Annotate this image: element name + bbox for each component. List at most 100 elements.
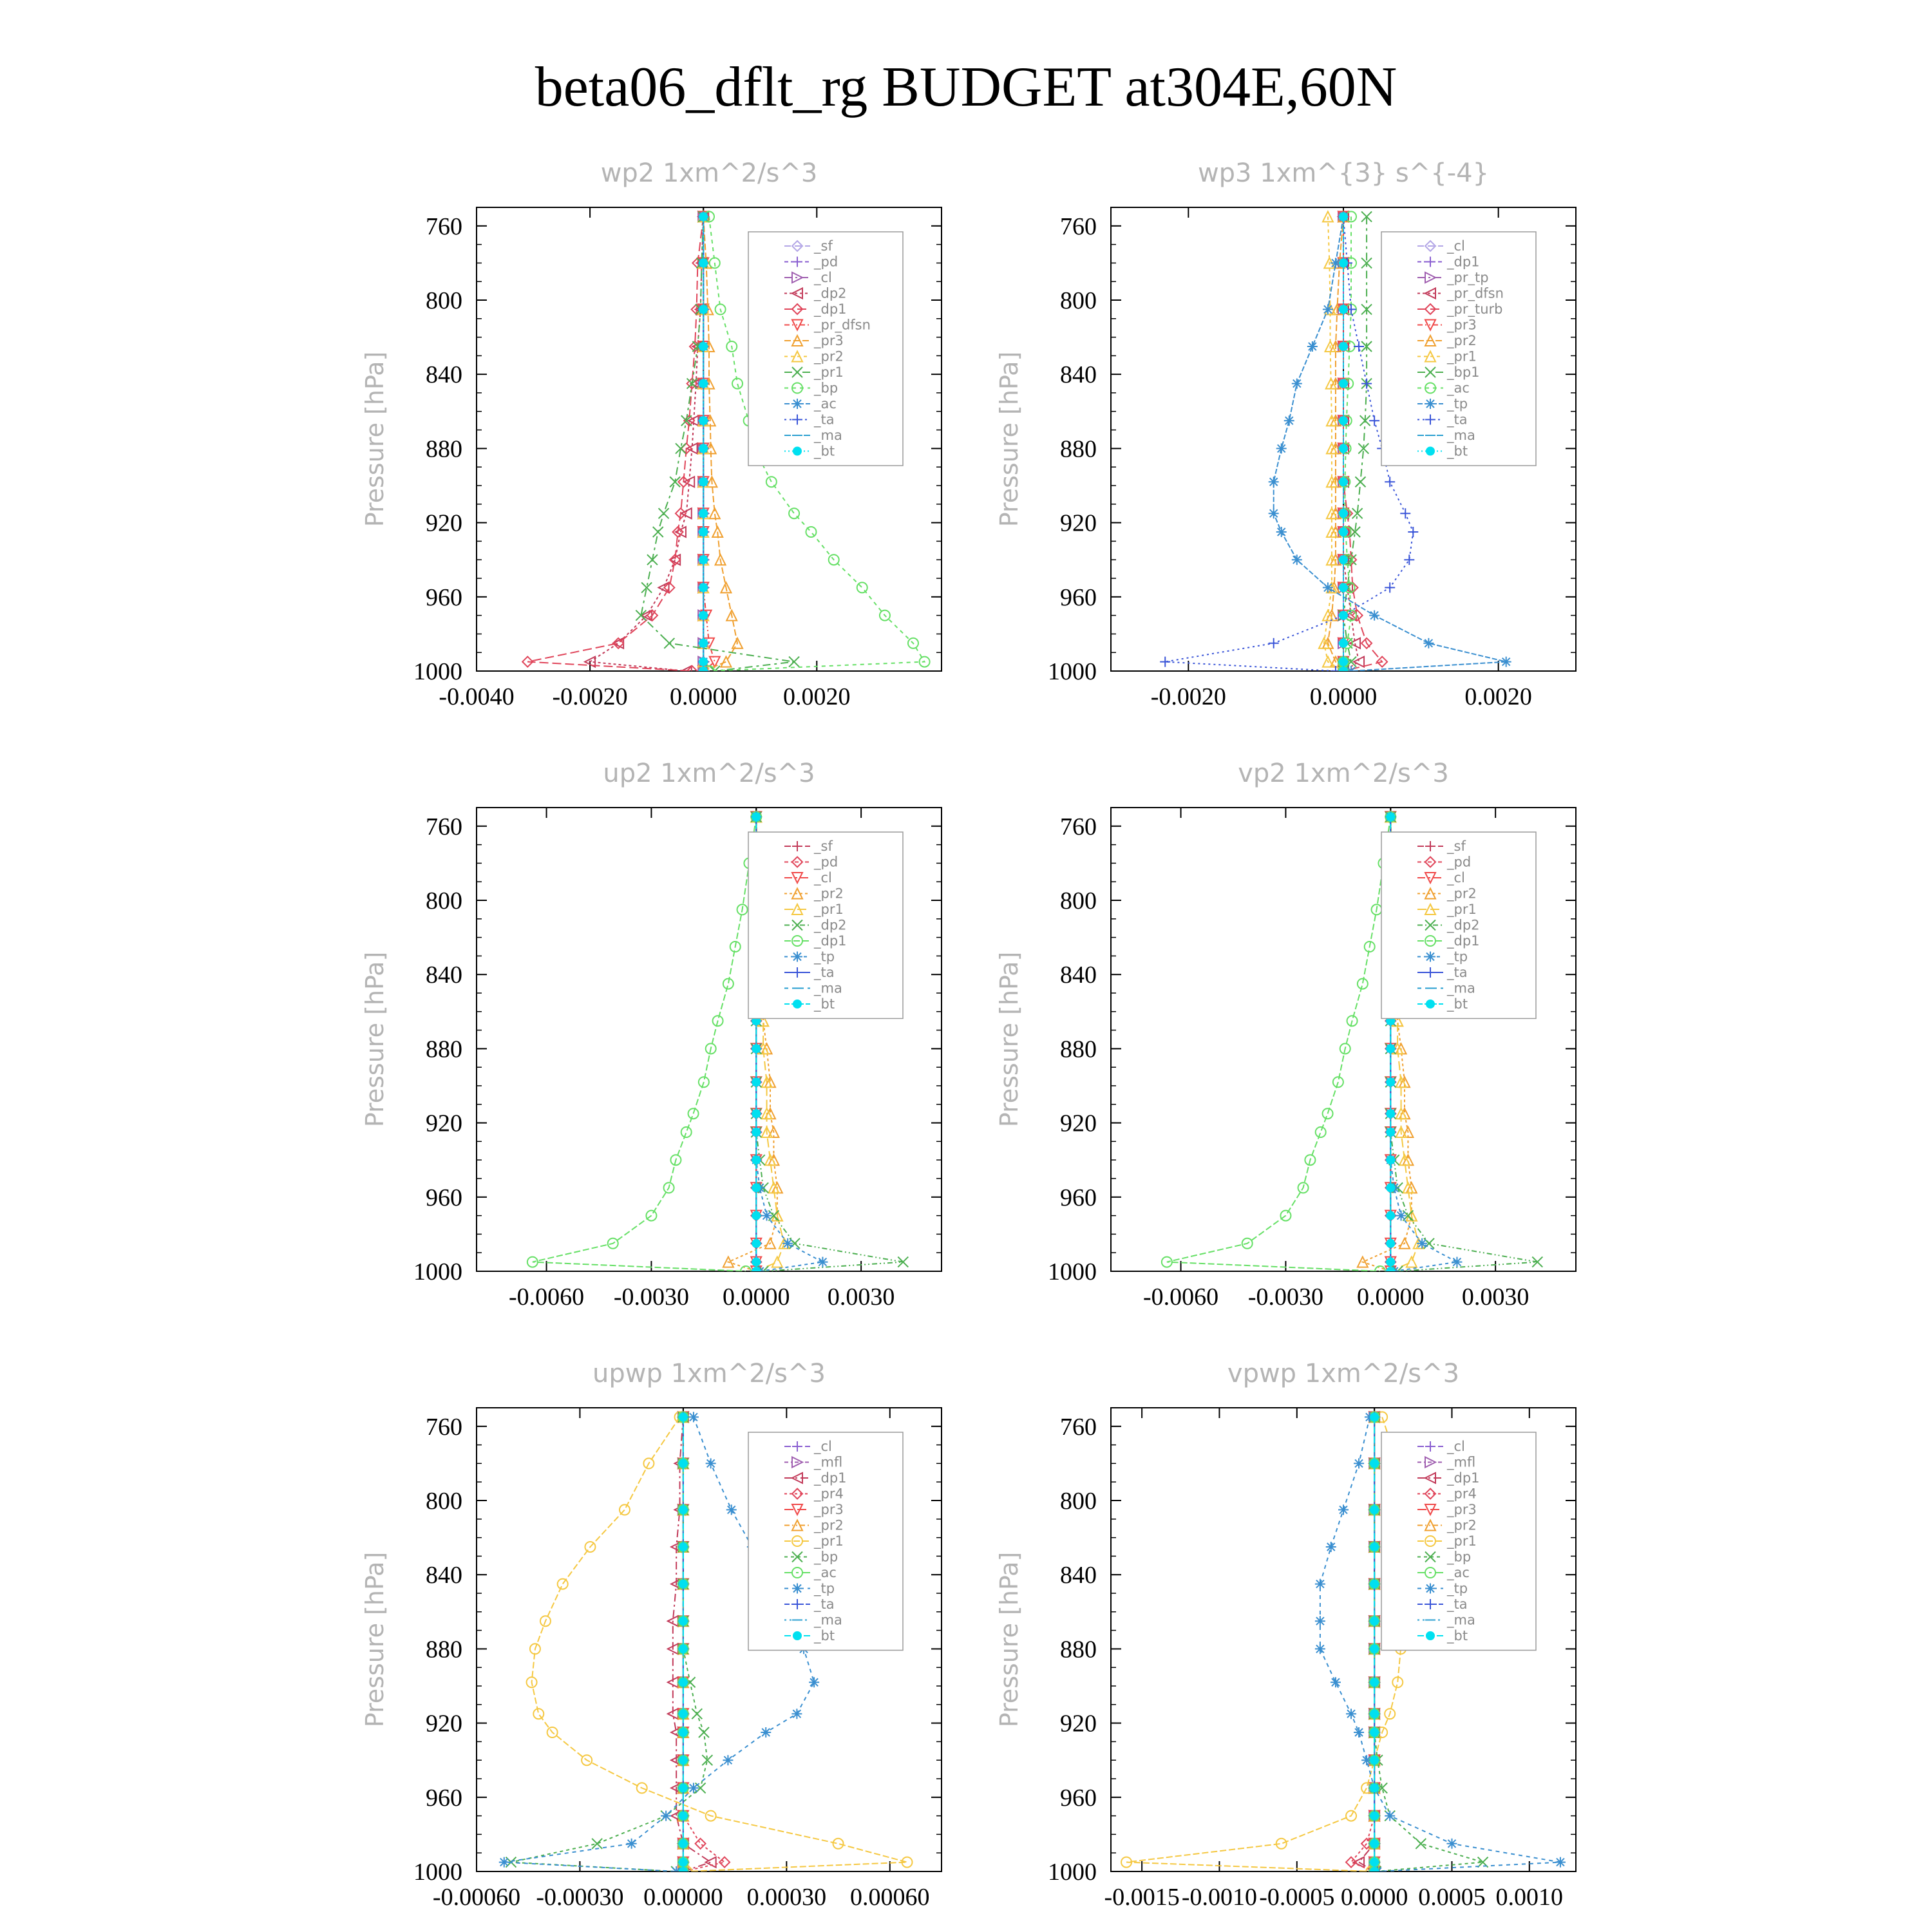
data-point [1280, 1209, 1292, 1222]
legend-item: _ac [1417, 1565, 1470, 1581]
data-point [832, 1837, 844, 1850]
data-point [1297, 1182, 1309, 1194]
legend-label: _tp [1446, 396, 1468, 412]
series-ta [1160, 211, 1419, 671]
data-point [1330, 258, 1341, 269]
legend-item: _pd [1417, 855, 1471, 871]
series-bt [1339, 212, 1348, 671]
legend-item: _bt [784, 444, 835, 460]
data-point [678, 1867, 688, 1871]
data-point [1275, 1837, 1287, 1850]
legend-marker [1425, 1441, 1435, 1452]
legend-label: _ta [813, 412, 835, 428]
data-point [678, 1579, 688, 1589]
panel-title: vp2 1xm^2/s^3 [1238, 759, 1449, 788]
legend-marker [791, 935, 803, 947]
data-point [1321, 210, 1334, 223]
data-point [677, 475, 690, 488]
series-line [531, 1416, 907, 1871]
data-point [1314, 1643, 1325, 1654]
data-point [1322, 304, 1333, 315]
legend-marker [1424, 240, 1437, 252]
data-point [705, 1043, 717, 1055]
data-point [1241, 1237, 1253, 1249]
data-point [678, 1459, 688, 1468]
x-tick-label: -0.0030 [1248, 1283, 1323, 1311]
data-point [1401, 1181, 1415, 1194]
x-tick-label: 0.0020 [783, 683, 851, 710]
legend-marker [791, 1567, 803, 1578]
data-point [782, 1238, 793, 1249]
legend-label: _cl [813, 870, 832, 886]
data-point [607, 1237, 619, 1249]
data-point [675, 442, 687, 455]
x-tick-label: -0.0040 [439, 683, 514, 710]
data-point [1307, 341, 1318, 352]
plot-frame [476, 807, 942, 1272]
data-point [752, 1211, 761, 1220]
legend-item: _tp [784, 1581, 835, 1597]
data-point [1386, 1211, 1396, 1220]
legend-marker [1425, 1599, 1435, 1609]
legend-marker [793, 999, 802, 1009]
y-tick-label: 840 [426, 1562, 462, 1589]
series-line [504, 1417, 815, 1871]
series-line [527, 216, 705, 671]
data-point [726, 341, 738, 352]
legend-label: _sf [813, 838, 833, 855]
data-point [699, 657, 708, 667]
legend-item: _dp1 [784, 933, 847, 949]
legend-item: _pr4 [1417, 1486, 1477, 1502]
data-point [1405, 1209, 1418, 1222]
data-point [1339, 638, 1348, 648]
legend-marker [1425, 967, 1435, 978]
legend-label: _ac [1446, 381, 1470, 397]
series-dp1 [526, 811, 762, 1271]
data-point [788, 656, 800, 668]
legend-marker [791, 872, 804, 885]
data-point [725, 609, 738, 621]
legend-item: _ma [784, 1613, 842, 1629]
data-point [878, 609, 891, 621]
data-point [699, 611, 708, 620]
data-point [1404, 554, 1415, 565]
chart-panel-4: vp2 1xm^2/s^3 Pressure [hPa] 760 800 840 880 9… [995, 759, 1577, 1311]
data-point [1345, 1810, 1358, 1822]
legend-item: _pr3 [1417, 317, 1477, 334]
data-point [752, 1155, 761, 1165]
legend-item: _cl [1417, 1439, 1465, 1455]
data-point [722, 978, 734, 990]
data-point [668, 553, 681, 566]
data-point [686, 665, 699, 671]
legend-marker [791, 856, 804, 868]
legend-item: _pd [784, 855, 838, 871]
data-point [752, 1257, 761, 1267]
data-point [1417, 1238, 1428, 1249]
legend-item: _dp2 [784, 918, 847, 934]
data-point [1386, 1128, 1396, 1137]
legend-item: _ta [1417, 1596, 1468, 1613]
x-tick-label: 0.0000 [670, 683, 737, 710]
legend-box [748, 1432, 904, 1651]
y-tick-label: 920 [1060, 1710, 1097, 1738]
legend-marker [1425, 414, 1435, 425]
x-tick-label: 0.0010 [1496, 1884, 1564, 1911]
legend-label: _pd [813, 254, 838, 270]
data-point [1325, 475, 1338, 488]
data-point [771, 1255, 784, 1268]
legend-item: _pr3 [784, 333, 844, 349]
data-point [1370, 1867, 1379, 1871]
data-point [709, 665, 721, 671]
legend-item: _cl [1417, 870, 1465, 886]
legend-item: _bt [1417, 444, 1468, 460]
legend-marker [791, 1551, 803, 1563]
legend-marker [792, 1441, 802, 1452]
data-point [856, 582, 868, 594]
legend-item: _bp [784, 1549, 838, 1566]
legend-item: _pr1 [784, 1533, 844, 1549]
y-tick-label: 880 [1060, 1636, 1097, 1663]
series-pr1 [1318, 210, 1347, 671]
legend-item: _sf [784, 838, 833, 855]
legend-marker [791, 887, 804, 900]
y-tick-label: 840 [1060, 961, 1097, 989]
